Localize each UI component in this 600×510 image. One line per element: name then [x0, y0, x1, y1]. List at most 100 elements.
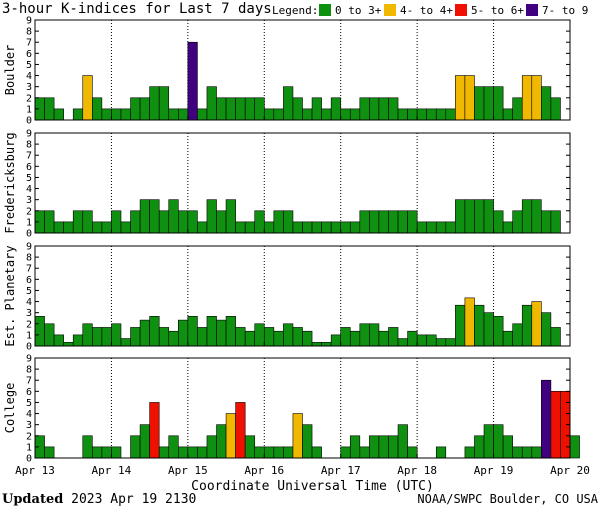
- k-index-bar: [111, 323, 122, 347]
- k-index-bar: [273, 108, 284, 121]
- k-index-bar: [426, 108, 437, 121]
- k-index-bar: [168, 199, 179, 234]
- k-index-bar: [273, 446, 284, 459]
- k-index-bar: [455, 304, 466, 347]
- x-tick-label: Apr 17: [321, 464, 361, 477]
- k-index-bar: [225, 97, 236, 121]
- k-index-bar: [273, 330, 284, 347]
- k-index-bar: [139, 97, 150, 121]
- k-index-bar: [302, 330, 313, 347]
- k-index-bar: [263, 446, 275, 459]
- k-index-bar: [483, 199, 494, 234]
- station-label: Est. Planetary: [3, 245, 17, 346]
- k-index-bar: [197, 221, 208, 234]
- k-index-bar: [311, 221, 322, 234]
- k-index-bar: [369, 210, 380, 234]
- k-index-bar: [550, 97, 561, 121]
- legend-item-label: 0 to 3+: [335, 4, 382, 17]
- k-index-bar: [178, 108, 189, 121]
- k-index-bar: [388, 435, 399, 459]
- k-index-bar: [53, 221, 64, 234]
- updated-stamp: Updated 2023 Apr 19 2130: [2, 492, 196, 507]
- k-index-bar: [369, 435, 380, 459]
- k-index-bar: [302, 424, 313, 459]
- k-index-bar: [359, 323, 370, 347]
- k-index-bar: [206, 199, 217, 234]
- k-index-bar: [206, 86, 217, 121]
- k-index-bar: [92, 221, 103, 234]
- y-tick-label: 1: [26, 330, 32, 341]
- k-index-bar: [521, 304, 533, 347]
- k-index-bar: [101, 221, 112, 234]
- k-index-bar: [263, 221, 275, 234]
- k-index-bar: [187, 41, 198, 121]
- y-tick-label: 8: [26, 140, 32, 151]
- k-index-bar: [111, 446, 122, 459]
- k-index-bar: [254, 97, 265, 121]
- k-index-bar: [158, 446, 170, 459]
- legend-swatch: [455, 4, 467, 16]
- legend-swatch: [526, 4, 538, 16]
- k-index-bar: [340, 108, 351, 121]
- k-index-bar: [378, 330, 389, 347]
- k-index-bar: [187, 316, 198, 347]
- k-index-bar: [321, 108, 332, 121]
- updated-value: 2023 Apr 19 2130: [71, 492, 197, 507]
- k-index-bar: [435, 221, 447, 234]
- y-tick-label: 9: [26, 16, 32, 27]
- x-tick-label: Apr 14: [92, 464, 132, 477]
- y-tick-label: 3: [26, 420, 32, 431]
- k-index-bar: [378, 97, 389, 121]
- k-index-bar: [359, 446, 370, 459]
- k-index-bar: [369, 323, 380, 347]
- x-axis-label: Coordinate Universal Time (UTC): [191, 479, 434, 494]
- k-index-bar: [464, 199, 475, 234]
- k-index-bar: [34, 316, 45, 347]
- y-tick-label: 6: [26, 162, 32, 173]
- k-index-bar: [254, 210, 265, 234]
- k-index-bar: [407, 108, 418, 121]
- k-index-bar: [435, 446, 447, 459]
- k-index-bar: [130, 435, 141, 459]
- legend-item: 0 to 3+: [319, 4, 381, 17]
- x-tick-label: Apr 15: [168, 464, 208, 477]
- k-index-bar: [455, 75, 466, 121]
- k-index-bar: [455, 199, 466, 234]
- k-index-bar: [149, 86, 160, 121]
- legend-label: Legend:: [272, 4, 319, 17]
- k-index-bar: [349, 330, 361, 347]
- legend-swatch: [384, 4, 396, 16]
- k-index-bar: [445, 338, 456, 347]
- k-index-bar: [244, 330, 256, 347]
- k-index-bar: [321, 221, 332, 234]
- y-tick-label: 3: [26, 308, 32, 319]
- k-index-bar: [483, 424, 494, 459]
- k-index-bar: [541, 86, 552, 121]
- k-index-bar: [168, 330, 179, 347]
- x-tick-label: Apr 16: [244, 464, 284, 477]
- legend-item-label: 7- to 9: [542, 4, 589, 17]
- k-index-bar: [82, 210, 93, 234]
- k-index-bar: [158, 86, 170, 121]
- k-index-bar: [541, 379, 552, 459]
- k-index-bar: [349, 108, 361, 121]
- k-index-bar: [512, 97, 523, 121]
- k-index-bar: [359, 210, 370, 234]
- k-index-bar: [283, 210, 294, 234]
- k-index-bar: [502, 221, 513, 234]
- k-index-bar: [502, 108, 513, 121]
- y-tick-label: 2: [26, 206, 32, 217]
- k-index-bar: [197, 446, 208, 459]
- k-index-bar: [197, 108, 208, 121]
- y-tick-label: 5: [26, 398, 32, 409]
- k-index-bar: [187, 210, 198, 234]
- k-index-bar: [407, 210, 418, 234]
- k-index-bar: [283, 446, 294, 459]
- k-index-bar: [178, 446, 189, 459]
- k-index-bar: [216, 319, 227, 347]
- k-index-bar: [340, 327, 351, 347]
